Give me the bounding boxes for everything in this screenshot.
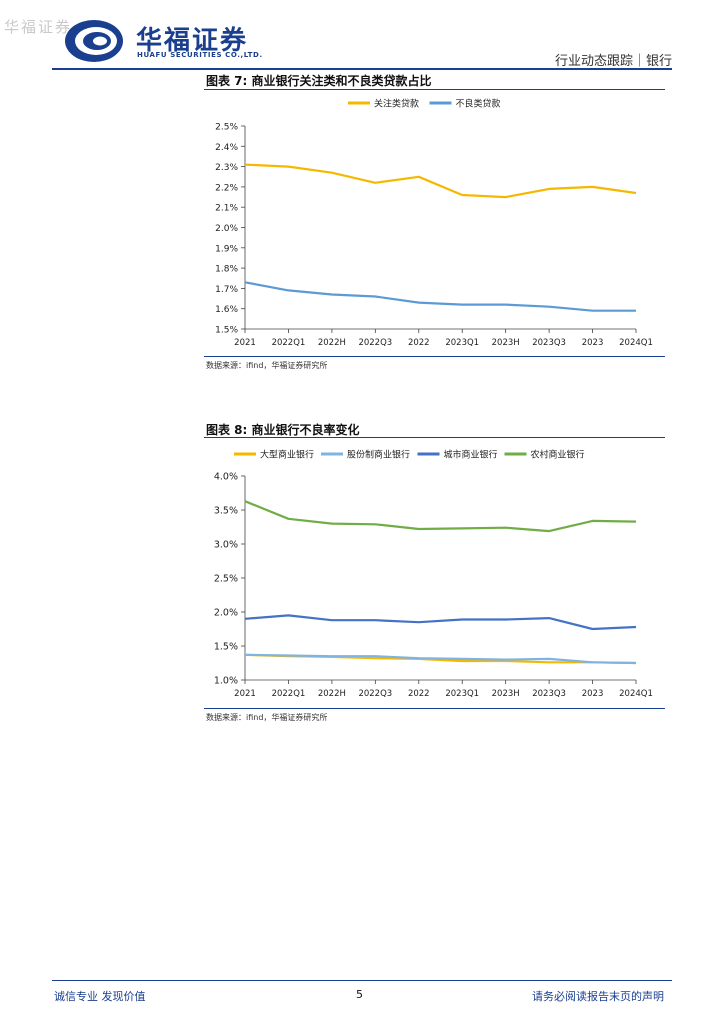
x-tick-label-1-7: 2023Q3 [532,689,566,699]
x-tick-label-1-5: 2023Q1 [445,689,479,699]
y-tick-label-0-6: 1.9% [215,244,238,254]
watermark: 华福证券 [4,18,73,36]
figure-7-rule [204,89,665,90]
y-tick-label-1-4: 2.0% [214,608,238,619]
y-tick-label-0-1: 2.4% [215,143,238,153]
y-tick-label-0-3: 2.2% [215,183,238,193]
series-line-0-0 [244,163,637,199]
y-tick-label-1-5: 1.5% [214,642,238,653]
legend-label-1-2: 城市商业银行 [444,449,498,461]
y-tick-label-1-0: 4.0% [214,472,238,483]
x-tick-label-0-8: 2023 [582,338,604,348]
footer-disclaimer: 请务必阅读报告末页的声明 [532,990,664,1003]
page-number: 5 [356,988,363,1001]
y-tick-label-0-2: 2.3% [215,163,238,173]
legend-label-1-0: 大型商业银行 [260,449,314,461]
y-tick-label-1-3: 2.5% [214,574,238,585]
x-tick-label-0-6: 2023H [492,338,520,348]
legend-label-1-1: 股份制商业银行 [347,449,410,461]
legend-label-0-1: 不良类贷款 [456,98,501,110]
x-tick-label-0-5: 2023Q1 [445,338,479,348]
series-line-1-2 [244,614,637,631]
x-tick-label-0-7: 2023Q3 [532,338,566,348]
x-tick-label-0-1: 2022Q1 [272,338,306,348]
x-tick-label-0-3: 2022Q3 [358,338,392,348]
figure-8-rule [204,437,665,438]
series-line-0-1 [244,281,636,312]
y-tick-label-0-5: 2.0% [215,224,238,234]
figure-8-title: 图表 8: 商业银行不良率变化 [206,423,360,437]
report-type: 行业动态跟踪｜银行 [554,54,672,69]
y-tick-label-0-9: 1.6% [215,305,238,315]
x-tick-label-1-4: 2022 [408,689,430,699]
x-tick-label-0-0: 2021 [234,338,256,348]
x-tick-label-1-3: 2022Q3 [358,689,392,699]
footer-divider [52,980,672,981]
figure-7-bottom-rule [204,356,665,357]
figure-7-source: 数据来源：ifind，华福证券研究所 [206,361,328,370]
y-tick-label-0-8: 1.7% [215,285,238,295]
figure-7-title: 图表 7: 商业银行关注类和不良类贷款占比 [206,74,432,88]
y-tick-label-0-7: 1.8% [215,265,238,275]
x-tick-label-0-2: 2022H [318,338,346,348]
x-tick-label-1-9: 2024Q1 [619,689,653,699]
company-name-cn: 华福证券 [136,26,249,56]
y-tick-label-0-10: 1.5% [215,326,238,336]
y-tick-label-1-1: 3.5% [214,506,238,517]
company-name-en: HUAFU SECURITIES CO.,LTD. [137,51,263,59]
x-tick-label-0-9: 2024Q1 [619,338,653,348]
series-line-1-3 [244,500,637,533]
header-divider [52,68,672,70]
company-logo: 华福证券 HUAFU SECURITIES CO.,LTD. [64,18,274,66]
x-tick-label-1-2: 2022H [318,689,346,699]
legend-label-1-3: 农村商业银行 [531,449,585,461]
x-tick-label-0-4: 2022 [408,338,430,348]
y-tick-label-1-6: 1.0% [214,676,238,687]
logo-mark-icon [65,20,123,62]
footer-slogan: 诚信专业 发现价值 [54,990,146,1003]
x-tick-label-1-0: 2021 [234,689,256,699]
x-tick-label-1-8: 2023 [582,689,604,699]
y-tick-label-0-0: 2.5% [215,123,238,133]
figure-8-source: 数据来源：ifind，华福证券研究所 [206,713,328,722]
x-tick-label-1-1: 2022Q1 [272,689,306,699]
x-tick-label-1-6: 2023H [492,689,520,699]
chart-npl-ratio-by-bank-type: 大型商业银行 股份制商业银行 城市商业银行 农村商业银行 4.0% 3.5% 3.0% 2.5… [214,449,653,700]
y-tick-label-1-2: 3.0% [214,540,238,551]
figure-8-bottom-rule [204,708,665,709]
chart-npl-attention-ratio: 关注类贷款 不良类贷款 2.5% 2.4% 2.3% 2.2% 2.1% 2.0% 1.9% 1.… [215,98,653,349]
series-line-1-1 [244,653,637,665]
y-tick-label-0-4: 2.1% [215,204,238,214]
legend-label-0-0: 关注类贷款 [374,98,419,110]
